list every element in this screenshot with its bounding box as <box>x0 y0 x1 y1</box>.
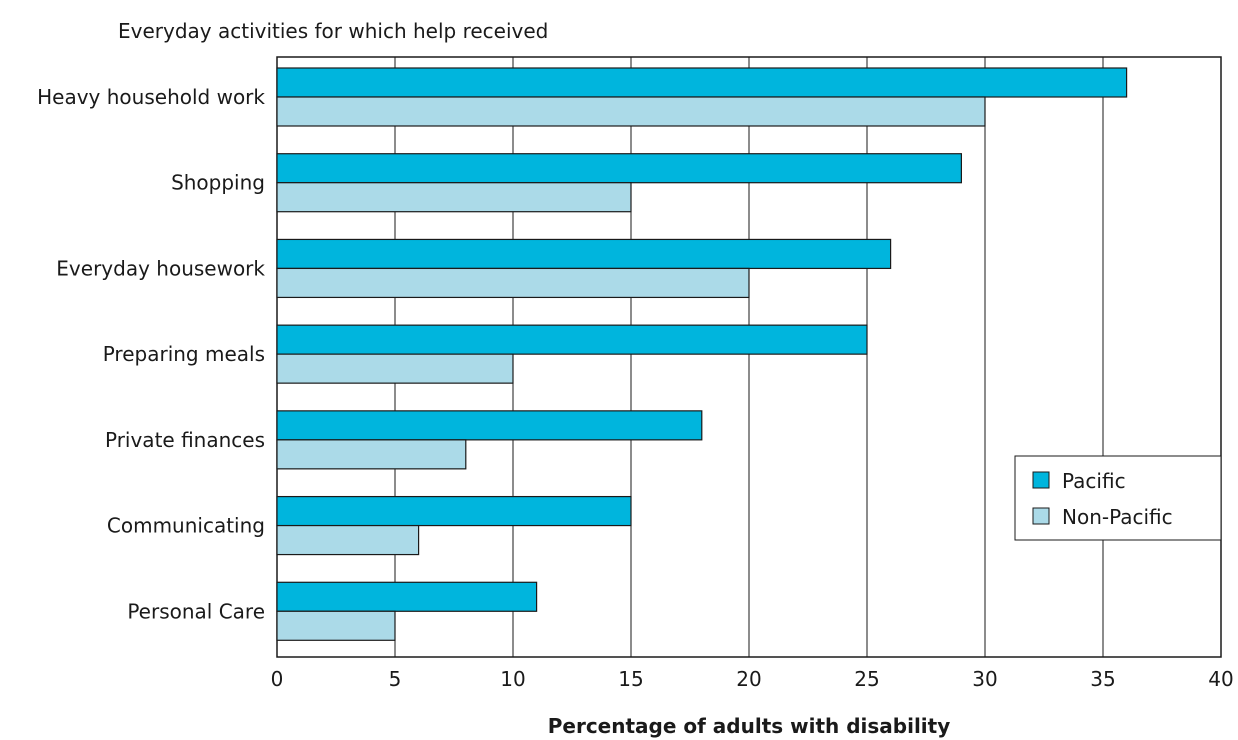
category-label: Private finances <box>105 428 265 452</box>
legend-swatch-pacific <box>1032 471 1050 489</box>
category-label: Personal Care <box>127 599 265 623</box>
bar-non-pacific <box>276 610 396 641</box>
bar-non-pacific <box>276 267 750 299</box>
x-tick-label: 10 <box>500 667 525 691</box>
bar-non-pacific <box>276 96 986 127</box>
category-label: Communicating <box>107 514 265 538</box>
x-axis-title: Percentage of adults with disability <box>548 714 951 738</box>
chart-title: Everyday activities for which help recei… <box>118 19 548 43</box>
legend-box <box>1014 455 1222 541</box>
x-tick-label: 35 <box>1090 667 1115 691</box>
bar-pacific <box>276 495 632 527</box>
legend-label-pacific: Pacific <box>1062 469 1126 493</box>
x-tick-label: 20 <box>736 667 761 691</box>
x-tick-label: 0 <box>271 667 284 691</box>
category-label: Preparing meals <box>103 342 265 366</box>
x-tick-label: 25 <box>854 667 879 691</box>
x-tick-label: 40 <box>1208 667 1233 691</box>
bar-pacific <box>276 153 963 184</box>
legend-swatch-non-pacific <box>1032 507 1050 525</box>
x-tick-label: 5 <box>389 667 402 691</box>
bar-pacific <box>276 410 703 441</box>
bar-pacific <box>276 581 538 612</box>
bars <box>276 67 1128 641</box>
x-tick-label: 15 <box>618 667 643 691</box>
bar-pacific <box>276 67 1128 98</box>
category-label: Everyday housework <box>56 256 265 280</box>
bar-non-pacific <box>276 524 420 556</box>
bar-non-pacific <box>276 353 514 384</box>
category-labels: Heavy household work Shopping Everyday hou… <box>37 85 265 623</box>
legend-label-non-pacific: Non-Pacific <box>1062 505 1173 529</box>
bar-pacific <box>276 324 868 355</box>
legend: Pacific Non-Pacific <box>1014 455 1222 541</box>
bar-pacific <box>276 238 892 270</box>
x-axis-ticks: 0 5 10 15 20 25 30 35 40 <box>271 667 1234 691</box>
bar-non-pacific <box>276 439 467 470</box>
category-label: Shopping <box>171 171 265 195</box>
bar-non-pacific <box>276 182 632 213</box>
x-tick-label: 30 <box>972 667 997 691</box>
category-label: Heavy household work <box>37 85 265 109</box>
